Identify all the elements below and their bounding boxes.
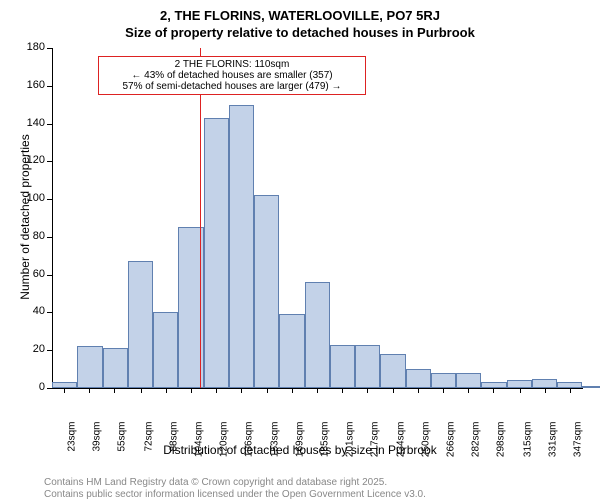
y-tick-label: 100 — [17, 192, 45, 204]
histogram-bar — [532, 379, 557, 388]
x-tick — [570, 388, 571, 393]
x-tick-label: 298sqm — [496, 422, 507, 470]
y-tick-label: 120 — [17, 154, 45, 166]
y-axis-label: Number of detached properties — [18, 117, 32, 317]
x-tick-label: 250sqm — [421, 422, 432, 470]
x-tick-label: 55sqm — [117, 422, 128, 470]
x-tick — [191, 388, 192, 393]
annotation-box: 2 THE FLORINS: 110sqm← 43% of detached h… — [98, 56, 366, 95]
x-tick — [468, 388, 469, 393]
histogram-bar — [153, 312, 178, 388]
y-tick — [47, 199, 52, 200]
histogram-bar — [279, 314, 304, 388]
x-tick — [141, 388, 142, 393]
x-tick — [418, 388, 419, 393]
histogram-bar — [380, 354, 405, 388]
histogram-bar — [305, 282, 330, 388]
title-line-2: Size of property relative to detached ho… — [0, 25, 600, 40]
y-tick-label: 60 — [17, 268, 45, 280]
histogram-bar — [431, 373, 456, 388]
x-tick-label: 234sqm — [396, 422, 407, 470]
y-tick-label: 0 — [17, 381, 45, 393]
y-tick — [47, 388, 52, 389]
footer-line-1: Contains HM Land Registry data © Crown c… — [44, 477, 387, 488]
x-tick-label: 23sqm — [67, 422, 78, 470]
x-tick-label: 72sqm — [143, 422, 154, 470]
x-tick-label: 120sqm — [218, 422, 229, 470]
histogram-bar — [507, 380, 532, 388]
histogram-bar — [204, 118, 229, 388]
x-tick-label: 39sqm — [92, 422, 103, 470]
y-tick-label: 40 — [17, 305, 45, 317]
y-tick — [47, 237, 52, 238]
histogram-bar — [77, 346, 102, 388]
x-tick — [342, 388, 343, 393]
x-tick — [520, 388, 521, 393]
histogram-bar — [229, 105, 254, 388]
x-tick-label: 201sqm — [344, 422, 355, 470]
y-tick — [47, 275, 52, 276]
x-tick — [241, 388, 242, 393]
annotation-line: ← 43% of detached houses are smaller (35… — [105, 70, 359, 81]
y-tick-label: 20 — [17, 343, 45, 355]
x-tick-label: 282sqm — [471, 422, 482, 470]
x-tick — [493, 388, 494, 393]
y-tick — [47, 86, 52, 87]
x-tick-label: 347sqm — [572, 422, 583, 470]
histogram-bar — [254, 195, 279, 388]
x-tick — [64, 388, 65, 393]
x-tick — [367, 388, 368, 393]
y-tick-label: 160 — [17, 79, 45, 91]
x-tick-label: 136sqm — [243, 422, 254, 470]
histogram-bar — [330, 345, 355, 388]
x-tick-label: 315sqm — [522, 422, 533, 470]
y-tick-label: 180 — [17, 41, 45, 53]
y-tick — [47, 48, 52, 49]
x-tick-label: 217sqm — [369, 422, 380, 470]
x-tick — [267, 388, 268, 393]
x-tick — [317, 388, 318, 393]
histogram-bar — [582, 386, 600, 388]
chart-container: 2, THE FLORINS, WATERLOOVILLE, PO7 5RJ S… — [0, 0, 600, 500]
reference-line — [200, 48, 201, 388]
x-tick — [443, 388, 444, 393]
y-tick-label: 140 — [17, 117, 45, 129]
x-tick-label: 185sqm — [320, 422, 331, 470]
y-tick — [47, 350, 52, 351]
x-tick — [292, 388, 293, 393]
x-tick — [216, 388, 217, 393]
footer-line-2: Contains public sector information licen… — [44, 489, 426, 500]
x-tick-label: 153sqm — [270, 422, 281, 470]
y-tick — [47, 124, 52, 125]
histogram-bar — [355, 345, 380, 388]
histogram-bar — [103, 348, 128, 388]
x-tick-label: 169sqm — [295, 422, 306, 470]
x-tick-label: 104sqm — [193, 422, 204, 470]
x-tick-label: 266sqm — [446, 422, 457, 470]
x-tick-label: 88sqm — [168, 422, 179, 470]
x-tick — [393, 388, 394, 393]
annotation-line: 2 THE FLORINS: 110sqm — [105, 59, 359, 70]
annotation-line: 57% of semi-detached houses are larger (… — [105, 81, 359, 92]
x-tick — [166, 388, 167, 393]
y-tick — [47, 312, 52, 313]
x-tick — [545, 388, 546, 393]
histogram-bar — [406, 369, 431, 388]
x-tick-label: 331sqm — [547, 422, 558, 470]
x-tick — [114, 388, 115, 393]
histogram-bar — [128, 261, 153, 388]
y-tick — [47, 161, 52, 162]
title-line-1: 2, THE FLORINS, WATERLOOVILLE, PO7 5RJ — [0, 8, 600, 23]
y-tick-label: 80 — [17, 230, 45, 242]
histogram-bar — [456, 373, 481, 388]
x-tick — [89, 388, 90, 393]
